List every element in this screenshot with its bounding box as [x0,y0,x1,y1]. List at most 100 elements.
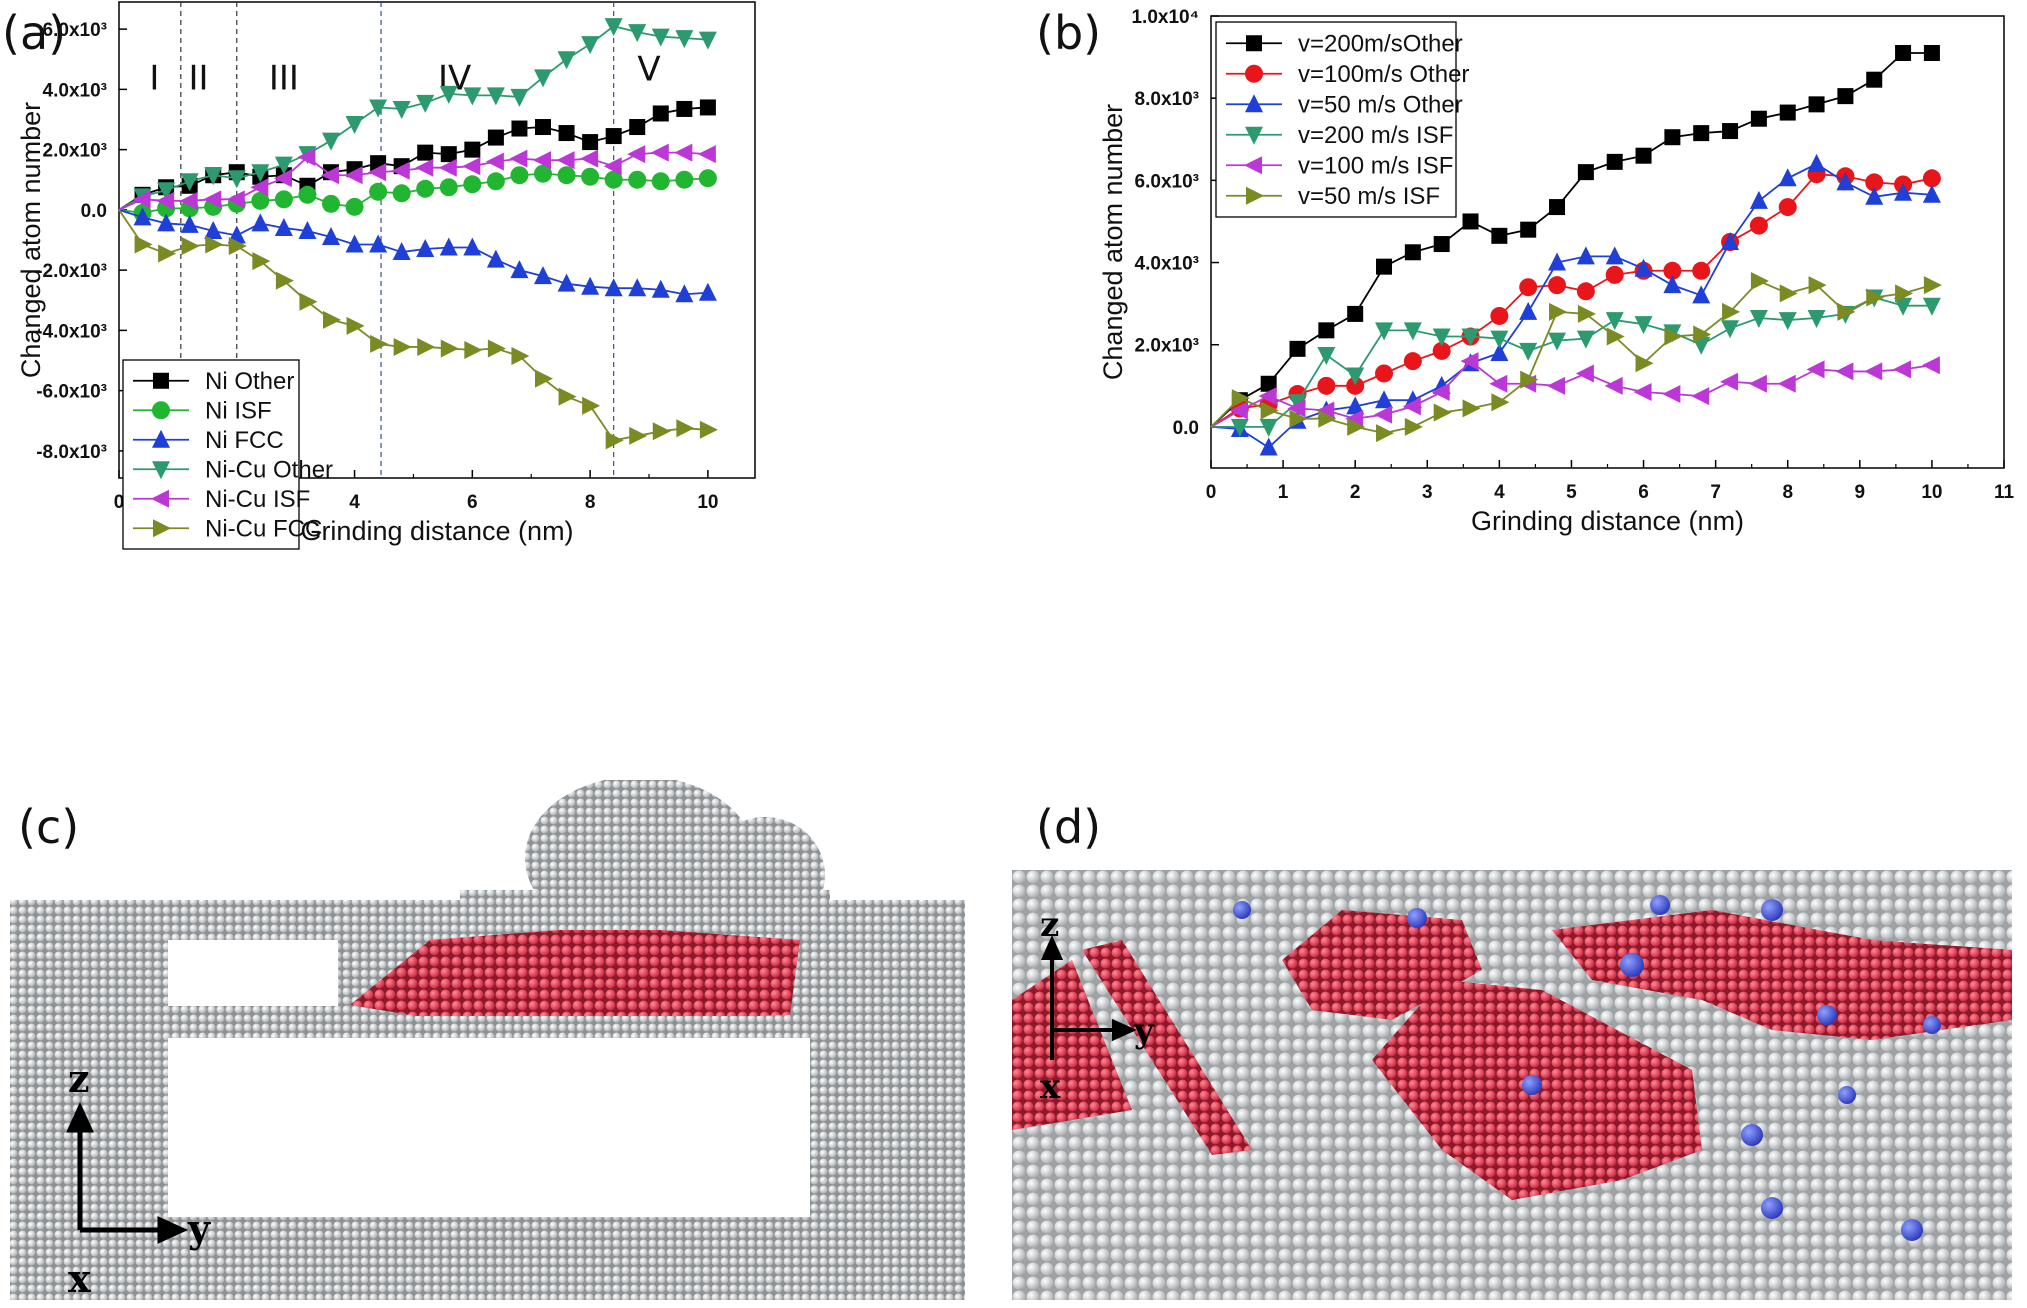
data-point [1490,342,1509,361]
panel-label-b: (b) [1036,6,1102,60]
data-point [486,172,505,191]
data-point [1749,190,1768,209]
data-point [1835,362,1854,381]
data-point [251,191,270,210]
data-point [675,170,694,189]
data-point [557,166,576,185]
data-point [534,164,552,183]
data-point [1346,367,1365,386]
data-point [345,116,364,135]
data-point [416,179,435,198]
data-point [1895,284,1914,303]
data-point [698,31,717,50]
data-point [1375,390,1394,409]
legend-marker [153,372,169,389]
x-tick-label: 11 [1994,482,2015,503]
legend-marker [152,461,170,480]
data-point [1634,258,1653,277]
data-point [1431,382,1450,401]
data-point [511,346,530,365]
data-point [250,178,269,197]
data-point [1404,417,1423,436]
data-point [1347,305,1364,322]
data-point [582,396,601,415]
data-point [558,387,577,406]
data-point [228,237,247,256]
data-point [1635,354,1654,373]
data-point [581,167,600,186]
data-point [204,167,223,186]
data-point [1606,153,1623,170]
axis-z-label-d: z [1040,905,1059,945]
data-point [1576,282,1595,301]
data-point [1375,322,1394,341]
legend-marker [1246,35,1262,52]
x-axis-title: Grinding distance (nm) [1471,506,1744,536]
x-tick-label: 8 [1782,482,1793,503]
data-point [1749,310,1768,329]
data-point [535,369,553,388]
data-point [391,161,410,180]
data-point [1490,306,1509,325]
data-point [675,30,694,49]
data-point [1376,258,1393,275]
data-point [534,266,552,285]
data-point [1549,199,1566,216]
data-point [1259,418,1278,437]
x-tick-label: 10 [1921,482,1942,503]
atomistic-snapshot-d: z y x [1012,870,2012,1300]
y-tick-label: 6.0x10³ [43,20,107,41]
data-point [463,237,482,256]
data-point [274,217,293,236]
data-point [1693,325,1712,344]
x-tick-label: 1 [1278,482,1289,503]
data-point [1548,252,1567,271]
y-tick-label: -8.0x10³ [36,442,107,463]
data-point [1634,316,1653,335]
legend-entry: Ni Other [205,368,294,395]
data-point [628,24,647,43]
data-point [1229,401,1248,420]
empty-region-upper [168,940,338,1006]
data-point [676,100,693,117]
data-point [369,182,388,201]
data-point [132,190,151,209]
data-point [1922,297,1941,316]
data-point [1807,310,1826,329]
data-point [1866,288,1885,307]
data-point [558,125,575,142]
data-point [1461,328,1480,347]
legend-entry: v=100 m/s ISF [1298,152,1453,179]
data-point [1520,370,1539,389]
data-point [322,132,340,151]
data-point [1260,401,1279,420]
data-point [1374,405,1393,424]
data-point [485,152,504,171]
data-point [1460,352,1479,371]
panel-label-d: (d) [1036,800,1102,854]
axes-triad-c [66,1101,189,1244]
data-point [1231,389,1250,408]
data-point [1317,376,1336,395]
data-point [1260,375,1277,392]
data-point [509,149,528,168]
data-point [1779,284,1798,303]
data-point [1894,297,1913,316]
legend-entry: v=200m/sOther [1298,30,1463,57]
data-point [1376,424,1395,443]
data-point [298,220,317,239]
data-point [1317,347,1336,365]
data-point [1605,265,1624,284]
data-point [1748,374,1767,393]
data-point [368,163,387,182]
data-point [628,278,647,297]
legend-box [122,359,300,550]
y-tick-label: 1.0x10⁴ [1131,7,1199,28]
data-point [369,234,388,253]
axes-triad-d [1040,935,1137,1060]
data-point [273,169,292,188]
data-point [134,235,153,254]
data-point [463,175,482,194]
data-point [581,276,600,295]
data-point [227,170,246,189]
